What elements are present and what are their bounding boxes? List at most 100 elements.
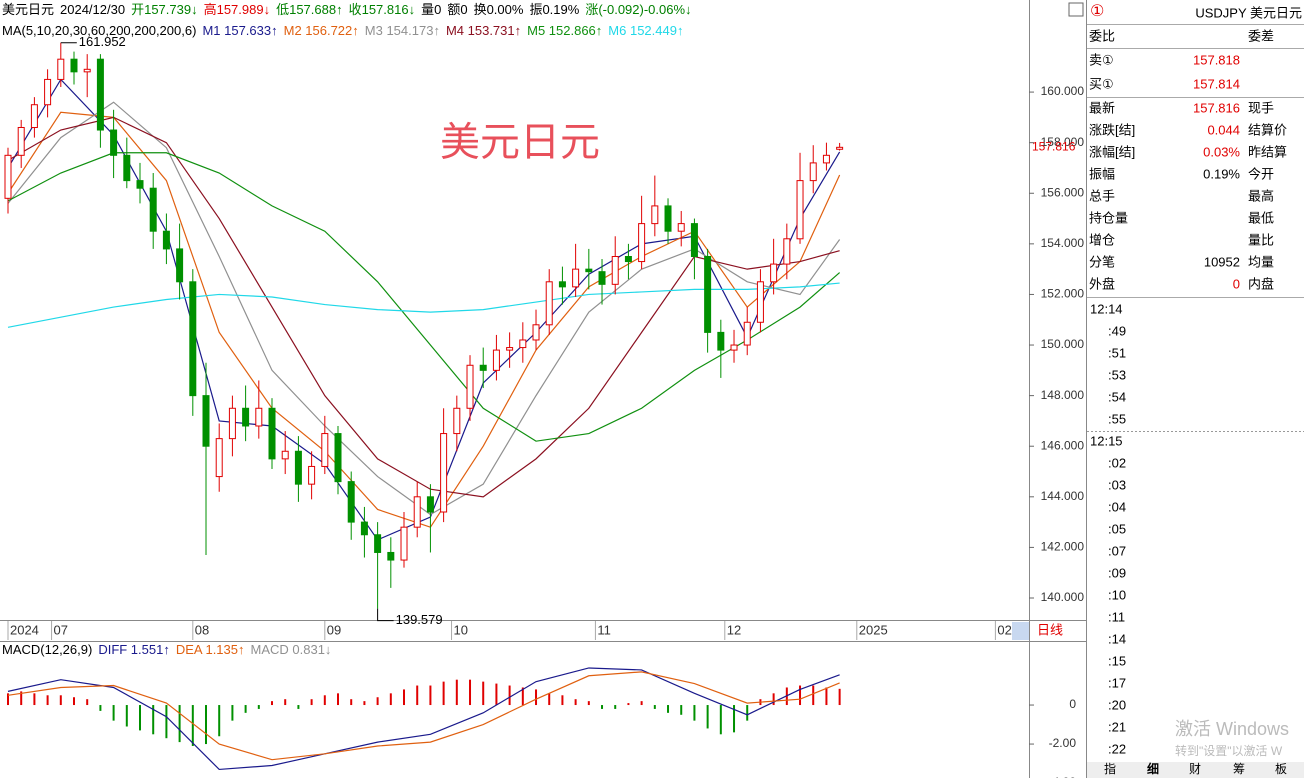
candle-body (387, 551, 395, 561)
info-line: 美元日元 2024/12/30 开157.739↓ 高157.989↓ 低157.688… (2, 2, 692, 17)
info-item: 额0 (447, 2, 467, 17)
candle-body (44, 78, 52, 106)
candle-body (664, 205, 672, 232)
tick-time: :49 (1108, 323, 1126, 338)
y-tick-label: 0 (1069, 697, 1076, 711)
x-tick-label: 12 (727, 622, 741, 637)
tab[interactable]: 板 (1275, 762, 1287, 776)
x-tick-label: 02 (997, 622, 1011, 637)
tick-time: :51 (1108, 345, 1126, 360)
y-tick-label: 152.000 (1041, 287, 1085, 301)
candle-body (176, 248, 184, 283)
tick-time: :54 (1108, 389, 1126, 404)
field-value: 157.816 (1193, 100, 1240, 115)
info-item: 振0.19% (529, 2, 579, 17)
field-value: 0.19% (1203, 166, 1240, 181)
info-item: MA(5,10,20,30,60,200,200,200,6) (2, 23, 196, 38)
field-label: 最低 (1248, 210, 1274, 225)
info-item: 美元日元 (2, 2, 54, 17)
candle-body (281, 450, 289, 460)
candle-body (123, 154, 131, 182)
field-value: 0.044 (1207, 122, 1240, 137)
tick-time: :05 (1108, 521, 1126, 536)
info-item: M2 156.722↑ (284, 23, 359, 38)
candle-body (453, 407, 461, 435)
candle-body (506, 347, 514, 351)
tab[interactable]: 筹 (1233, 762, 1245, 776)
candle-body (558, 281, 566, 288)
tick-time: :03 (1108, 477, 1126, 492)
symbol-title: USDJPY 美元日元 (1195, 5, 1302, 20)
ma-line (7, 282, 840, 328)
candle-body (756, 281, 764, 323)
field-label: 涨幅[结] (1089, 144, 1135, 159)
candle-body (822, 154, 830, 164)
field-label: 振幅 (1089, 166, 1115, 181)
candle-body (638, 223, 646, 263)
y-tick-label: -2.00 (1049, 736, 1077, 750)
info-item: M4 153.731↑ (446, 23, 521, 38)
info-item: DEA 1.135↑ (176, 642, 245, 657)
field-value: 157.814 (1193, 76, 1240, 91)
x-tick-label: 08 (195, 622, 209, 637)
field-label: 委比 (1089, 28, 1115, 43)
tick-time: :21 (1108, 719, 1126, 734)
candle-body (321, 433, 329, 467)
candle-body (545, 281, 553, 326)
alert-icon[interactable]: ① (1090, 3, 1104, 20)
candle-body (57, 58, 65, 80)
candle-body (717, 331, 725, 351)
candle-body (770, 263, 778, 283)
tick-time: :22 (1108, 741, 1126, 756)
candle-body (413, 496, 421, 528)
x-tick-label: 2025 (859, 622, 888, 637)
tick-time: :02 (1108, 455, 1126, 470)
info-item: DIFF 1.551↑ (98, 642, 170, 657)
candle-body (809, 162, 817, 182)
annotation-label: 161.952 (79, 34, 126, 49)
info-item: 涨(-0.092)-0.06%↓ (585, 2, 691, 17)
candle-body (611, 255, 619, 285)
field-value: 0.03% (1203, 144, 1240, 159)
scroll-handle[interactable] (1012, 622, 1029, 640)
macd-line (7, 671, 840, 761)
field-label: 量比 (1248, 232, 1274, 247)
tick-time: 12:14 (1090, 301, 1123, 316)
annotation-label: 139.579 (396, 612, 443, 627)
period-button[interactable]: 日线 (1037, 622, 1063, 637)
candle-body (624, 255, 632, 263)
candle-body (294, 450, 302, 485)
tick-time: :20 (1108, 697, 1126, 712)
candle-body (598, 271, 606, 285)
candle-body (479, 364, 487, 371)
candle-body (202, 395, 210, 447)
candle-body (783, 238, 791, 265)
tab[interactable]: 细 (1147, 761, 1159, 776)
candle-body (400, 526, 408, 561)
field-value: 10952 (1204, 254, 1240, 269)
info-line: MACD(12,26,9) DIFF 1.551↑ DEA 1.135↑ MACD 0… (2, 642, 331, 657)
candle-body (4, 154, 12, 199)
field-label: 结算价 (1248, 122, 1287, 137)
candle-body (215, 438, 223, 478)
candle-body (440, 433, 448, 513)
field-label: 分笔 (1089, 254, 1115, 269)
window-button[interactable] (1068, 2, 1084, 17)
candle-body (162, 230, 170, 250)
info-item: 收157.816↓ (349, 2, 416, 17)
candle-body (110, 129, 118, 156)
tab[interactable]: 财 (1189, 762, 1201, 776)
last-price-label: 157.816 (1032, 139, 1076, 153)
candle-body (492, 349, 500, 371)
tick-time: :55 (1108, 411, 1126, 426)
y-tick-label: 146.000 (1041, 438, 1085, 452)
ma-line (7, 152, 841, 442)
info-line: MA(5,10,20,30,60,200,200,200,6) M1 157.63… (2, 23, 683, 38)
candle-body (730, 344, 738, 351)
candle-body (585, 268, 593, 273)
candle-body (690, 223, 698, 257)
x-tick-label: 09 (327, 622, 341, 637)
field-label: 外盘 (1089, 276, 1115, 291)
tab[interactable]: 指 (1104, 761, 1116, 776)
tick-time: :04 (1108, 499, 1126, 514)
